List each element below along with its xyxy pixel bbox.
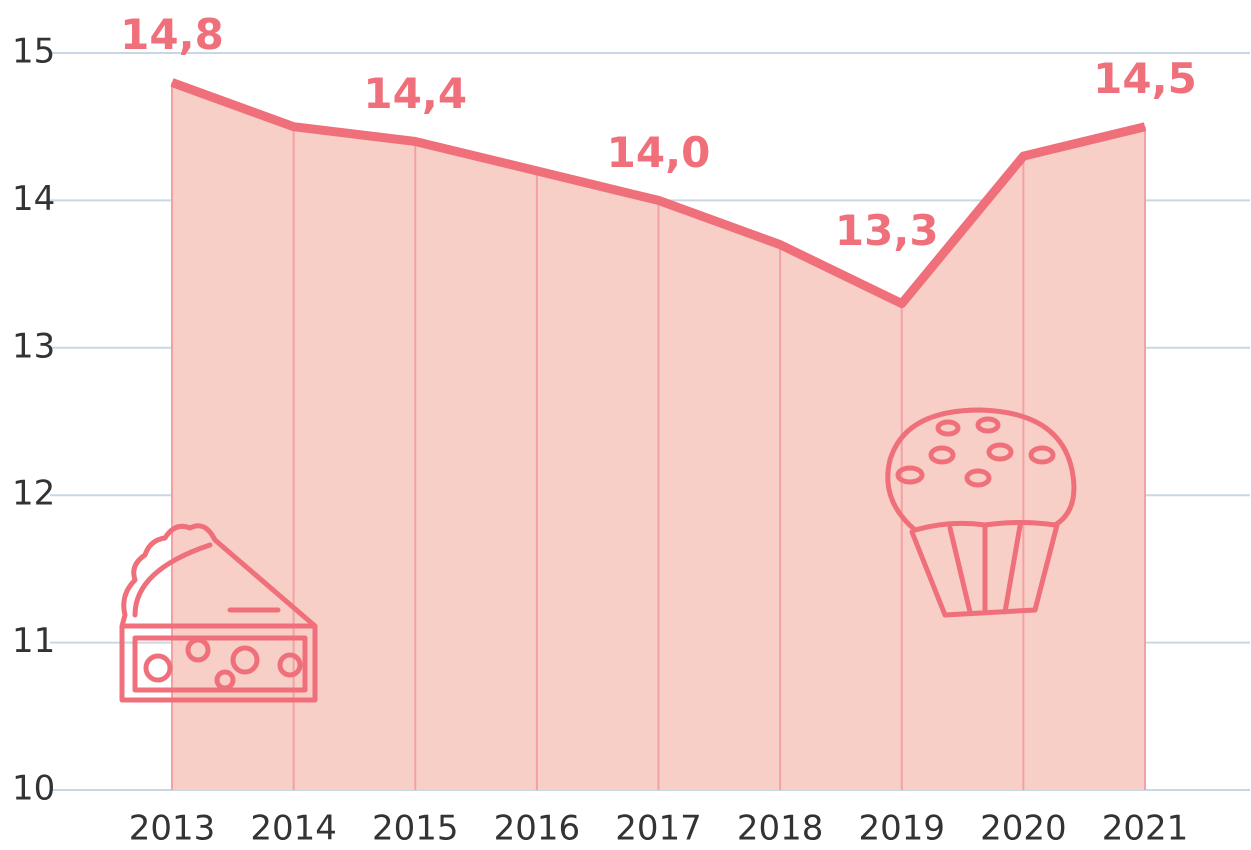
muffin-chips (895, 416, 1056, 488)
line (170, 78, 1147, 309)
value-label: 13,3 (835, 206, 939, 255)
value-label: 14,8 (120, 10, 224, 59)
x-tick-label: 2013 (129, 809, 216, 849)
icons (119, 407, 1077, 703)
y-tick-label: 15 (12, 32, 55, 72)
x-tick-label: 2016 (494, 809, 581, 849)
value-label: 14,0 (607, 128, 711, 177)
value-label: 14,4 (363, 69, 467, 118)
pie-holes (143, 637, 303, 691)
x-tick-label: 2014 (250, 809, 337, 849)
x-tick-label: 2015 (372, 809, 459, 849)
y-tick-label: 11 (12, 621, 55, 661)
y-tick-label: 13 (12, 326, 55, 366)
x-tick-label: 2018 (737, 809, 824, 849)
y-tick-label: 12 (12, 474, 55, 514)
y-tick-label: 10 (12, 769, 55, 809)
value-label: 14,5 (1093, 54, 1197, 103)
x-tick-label: 2021 (1102, 809, 1189, 849)
y-tick-label: 14 (12, 179, 55, 219)
muffin-icon (885, 407, 1077, 618)
x-tick-label: 2017 (615, 809, 702, 849)
pie-icon (119, 523, 318, 703)
x-tick-label: 2020 (980, 809, 1067, 849)
x-tick-label: 2019 (858, 809, 945, 849)
